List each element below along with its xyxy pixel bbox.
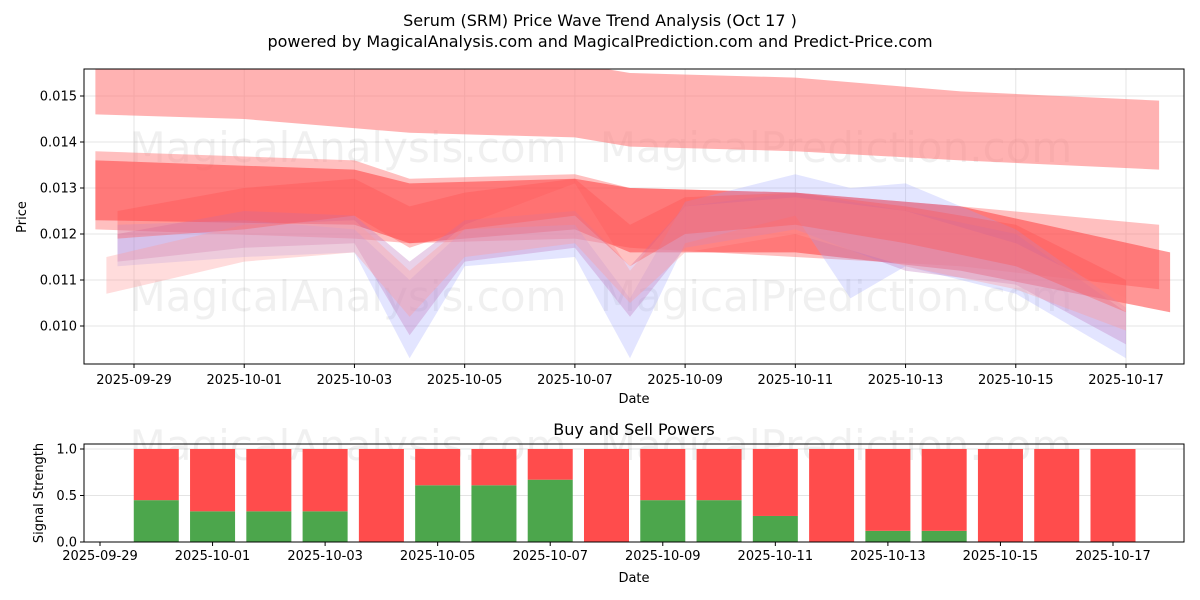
sell-bar: [640, 449, 686, 501]
buy-bar: [752, 515, 798, 542]
x-tick-label: 2025-10-15: [978, 373, 1054, 388]
x-tick-label: 2025-10-11: [758, 373, 834, 388]
band-wave-pink-1: [106, 183, 1126, 331]
sell-bar: [1034, 449, 1080, 542]
sell-bar: [583, 449, 630, 542]
sell-bar: [809, 449, 855, 542]
y-tick-label: 0.5: [56, 489, 77, 504]
main-y-axis: 0.010 0.011 0.012 0.013 0.014 0.015: [40, 90, 84, 335]
x-tick-label: 2025-10-11: [738, 549, 814, 564]
y-tick-label: 0.014: [40, 136, 77, 151]
signal-y-axis: 0.0 0.5 1.0: [56, 443, 84, 551]
sell-bar: [190, 449, 236, 512]
main-x-axis-label: Date: [618, 392, 649, 407]
x-tick-label: 2025-10-13: [868, 373, 944, 388]
x-tick-label: 2025-10-05: [400, 549, 476, 564]
y-tick-label: 1.0: [56, 443, 77, 458]
x-tick-label: 2025-10-01: [206, 373, 282, 388]
buy-bar: [640, 500, 686, 542]
x-tick-label: 2025-10-05: [427, 373, 503, 388]
buy-bar: [246, 511, 292, 542]
sell-bar: [1090, 449, 1136, 542]
buy-bar: [696, 500, 742, 542]
sell-bar: [358, 449, 404, 542]
y-tick-label: 0.015: [40, 90, 77, 105]
sell-bar: [865, 449, 911, 531]
y-tick-label: 0.010: [40, 320, 77, 335]
sell-bar: [977, 449, 1023, 542]
x-tick-label: 2025-10-03: [287, 549, 363, 564]
main-x-axis: 2025-09-29 2025-10-01 2025-10-03 2025-10-05…: [96, 364, 1164, 388]
buy-bar: [190, 511, 236, 542]
sell-bar: [415, 449, 461, 486]
watermark-text: MagicalPrediction.com: [600, 272, 1073, 321]
band-mid-band-core: [95, 160, 1171, 313]
x-tick-label: 2025-10-07: [512, 549, 588, 564]
buy-bar: [921, 530, 967, 542]
sell-bar: [527, 449, 573, 480]
sell-bar: [696, 449, 742, 501]
watermark-text: MagicalAnalysis.com: [130, 272, 567, 321]
buy-bar: [527, 479, 573, 542]
signal-plot-frame: [83, 443, 1185, 543]
sell-bar: [302, 449, 348, 512]
x-tick-label: 2025-10-07: [537, 373, 613, 388]
x-tick-label: 2025-09-29: [96, 373, 172, 388]
y-tick-label: 0.012: [40, 228, 77, 243]
y-tick-label: 0.013: [40, 182, 77, 197]
x-tick-label: 2025-10-13: [850, 549, 926, 564]
x-tick-label: 2025-10-17: [1088, 373, 1164, 388]
chart-subtitle: powered by MagicalAnalysis.com and Magic…: [267, 32, 932, 51]
signal-x-axis: 2025-09-29 2025-10-01 2025-10-03 2025-10-05…: [62, 542, 1151, 564]
x-tick-label: 2025-10-09: [625, 549, 701, 564]
x-tick-label: 2025-10-03: [317, 373, 393, 388]
x-tick-label: 2025-10-15: [963, 549, 1039, 564]
x-tick-label: 2025-10-17: [1075, 549, 1151, 564]
buy-bar: [865, 530, 911, 542]
signal-chart-title: Buy and Sell Powers: [553, 420, 715, 439]
band-wave-purple-1: [117, 192, 1126, 345]
sell-bar: [133, 449, 179, 501]
band-upper-band: [95, 69, 1160, 170]
signal-x-axis-label: Date: [618, 571, 649, 586]
main-plot-frame: [83, 68, 1185, 365]
chart-title: Serum (SRM) Price Wave Trend Analysis (O…: [403, 11, 797, 30]
y-tick-label: 0.011: [40, 274, 77, 289]
band-wave-red-1: [117, 178, 1126, 313]
sell-bar: [471, 449, 517, 486]
y-tick-label: 0.0: [56, 536, 77, 551]
sell-bar: [752, 449, 798, 516]
main-y-axis-label: Price: [15, 201, 30, 233]
buy-bar: [471, 485, 517, 542]
signal-y-axis-label: Signal Strength: [32, 443, 47, 543]
x-tick-label: 2025-09-29: [62, 549, 138, 564]
x-tick-label: 2025-10-01: [175, 549, 251, 564]
signal-bars: [133, 449, 1136, 542]
buy-bar: [302, 511, 348, 542]
buy-bar: [415, 485, 461, 542]
sell-bar: [246, 449, 292, 512]
band-wave-blue-1: [117, 174, 1126, 359]
x-tick-label: 2025-10-09: [647, 373, 723, 388]
main-bands: [95, 69, 1171, 359]
buy-bar: [133, 500, 179, 542]
sell-bar: [921, 449, 967, 531]
